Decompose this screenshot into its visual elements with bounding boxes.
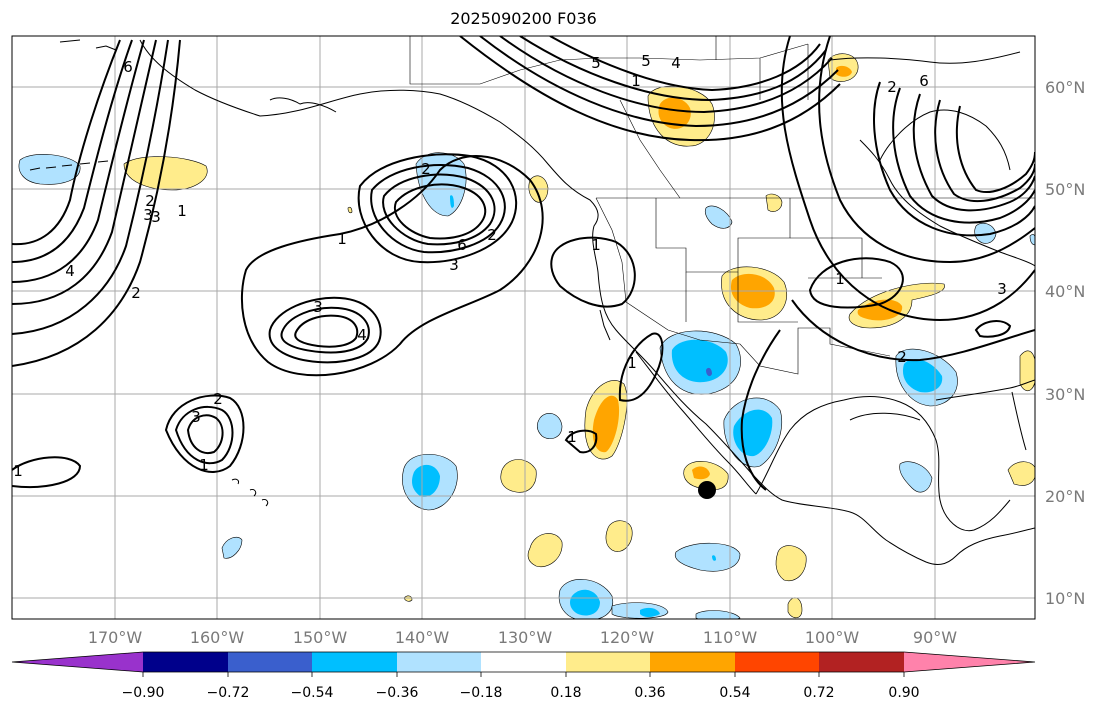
contour-label: 2 xyxy=(887,78,897,96)
contour-label: 1 xyxy=(627,354,637,372)
latitude-label: 20°N xyxy=(1045,487,1085,506)
contour-label: 2 xyxy=(145,192,155,210)
colorbar-segment xyxy=(481,652,566,672)
colorbar-tick-label: 0.90 xyxy=(888,685,919,701)
anomaly-shading xyxy=(18,53,1035,619)
colorbar-segment xyxy=(904,652,1035,672)
contour-label: 1 xyxy=(835,270,845,288)
latitude-label: 60°N xyxy=(1045,78,1085,97)
colorbar-tick-label: −0.54 xyxy=(291,685,334,701)
contour-label: 4 xyxy=(357,326,367,344)
contour-label: 1 xyxy=(631,72,641,90)
colorbar-tick-label: −0.18 xyxy=(460,685,503,701)
longitude-label: 160°W xyxy=(190,628,245,647)
longitude-axis: 170°W 160°W 150°W 140°W 130°W 120°W 110°… xyxy=(88,628,957,647)
longitude-label: 130°W xyxy=(498,628,553,647)
latitude-label: 40°N xyxy=(1045,282,1085,301)
colorbar-tick-label: 0.54 xyxy=(719,685,750,701)
contour-label: 5 xyxy=(641,52,651,70)
contour-label: 3 xyxy=(449,256,459,274)
storm-position-dot xyxy=(698,481,716,499)
contour-label: 2 xyxy=(213,390,223,408)
longitude-label: 100°W xyxy=(805,628,860,647)
latitude-axis: 60°N 50°N 40°N 30°N 20°N 10°N xyxy=(1045,78,1085,608)
height-contours xyxy=(12,36,1035,491)
contour-label: 1 xyxy=(591,236,601,254)
colorbar-segment xyxy=(735,652,819,672)
contour-label: 6 xyxy=(919,72,929,90)
contour-label: 6 xyxy=(123,58,133,76)
colorbar-tick-label: 0.72 xyxy=(803,685,834,701)
latitude-label: 30°N xyxy=(1045,385,1085,404)
longitude-label: 170°W xyxy=(88,628,143,647)
graticule xyxy=(12,36,1035,619)
contour-label: 3 xyxy=(191,408,201,426)
colorbar-segment xyxy=(312,652,397,672)
contour-label: 1 xyxy=(177,202,187,220)
latitude-label: 10°N xyxy=(1045,589,1085,608)
colorbar-segment xyxy=(143,652,228,672)
colorbar-segment xyxy=(12,652,143,672)
colorbar-tick-label: 0.18 xyxy=(550,685,581,701)
contour-labels: 6 5 4 3 2 1 1 2 3 2 1 2 4 6 5 3 3 4 3 2 … xyxy=(13,52,1007,480)
colorbar-ticks xyxy=(142,672,905,677)
contour-label: 6 xyxy=(457,236,467,254)
contour-label: 3 xyxy=(143,206,153,224)
colorbar-tick-label: −0.90 xyxy=(122,685,165,701)
contour-label: 3 xyxy=(151,208,161,226)
colorbar-segment xyxy=(650,652,735,672)
map-title: 2025090200 F036 xyxy=(450,9,597,28)
longitude-label: 150°W xyxy=(293,628,348,647)
contour-label: 1 xyxy=(13,462,23,480)
contour-label: 2 xyxy=(131,284,141,302)
latitude-label: 50°N xyxy=(1045,180,1085,199)
contour-label: 1 xyxy=(337,230,347,248)
colorbar-tick-label: −0.36 xyxy=(376,685,419,701)
contour-label: 3 xyxy=(997,280,1007,298)
contour-label: 5 xyxy=(591,54,601,72)
contour-label: 4 xyxy=(65,262,75,280)
contour-label: 3 xyxy=(313,298,323,316)
longitude-label: 90°W xyxy=(913,628,957,647)
colorbar-segment xyxy=(228,652,312,672)
contour-label: 4 xyxy=(671,54,681,72)
map-frame xyxy=(11,35,1036,620)
longitude-label: 140°W xyxy=(395,628,450,647)
colorbar-tick-label: 0.36 xyxy=(634,685,665,701)
colorbar-segment xyxy=(566,652,650,672)
contour-label: 1 xyxy=(199,456,209,474)
coastlines xyxy=(29,39,1035,565)
colorbar-segment xyxy=(397,652,481,672)
contour-label: 2 xyxy=(421,160,431,178)
contour-label: 2 xyxy=(897,348,907,366)
colorbar: −0.90 −0.72 −0.54 −0.36 −0.18 0.18 0.36 … xyxy=(11,651,1036,701)
longitude-label: 120°W xyxy=(600,628,655,647)
contour-label: 2 xyxy=(487,226,497,244)
state-borders xyxy=(409,36,1035,375)
colorbar-tick-label: −0.72 xyxy=(207,685,250,701)
contour-label: 1 xyxy=(567,428,577,446)
colorbar-segment xyxy=(819,652,904,672)
longitude-label: 110°W xyxy=(703,628,758,647)
